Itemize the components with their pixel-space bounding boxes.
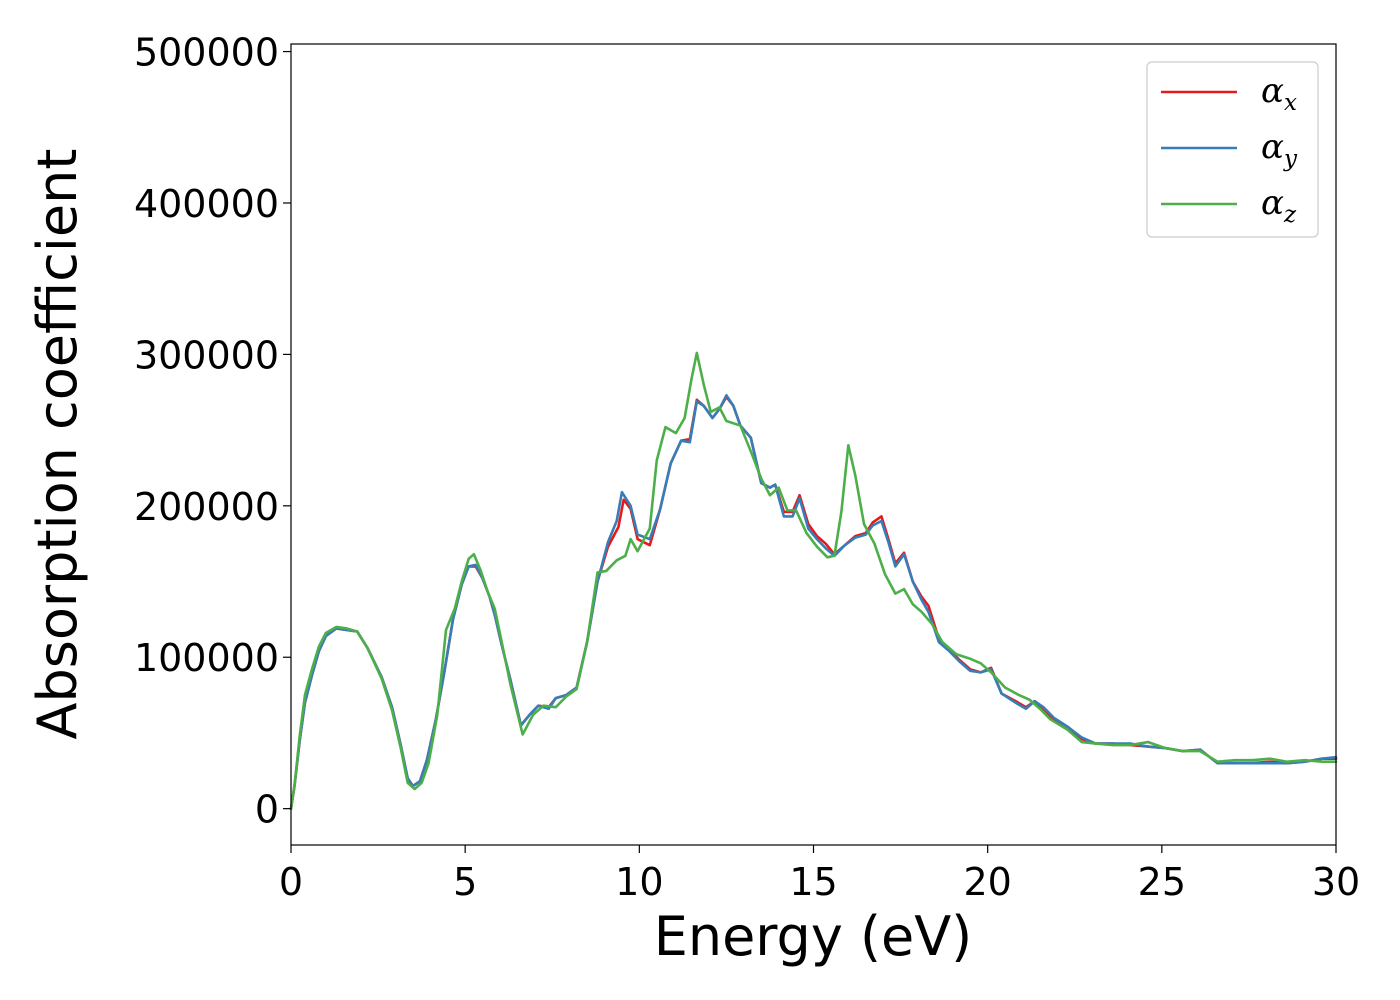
y-tick-label: 0: [255, 788, 279, 832]
y-tick-label: 100000: [134, 636, 279, 680]
x-tick-label: 20: [963, 860, 1011, 904]
legend-label-x: αx: [1261, 71, 1297, 116]
y-tick-label: 400000: [134, 182, 279, 226]
x-tick-label: 5: [453, 860, 477, 904]
x-tick-label: 15: [789, 860, 837, 904]
series-line-z: [289, 351, 1338, 810]
x-tick-label: 30: [1312, 860, 1360, 904]
legend-label-z: αz: [1261, 183, 1297, 228]
series-line-x: [289, 395, 1338, 810]
legend-box: [1146, 61, 1319, 238]
x-tick-label: 10: [615, 860, 663, 904]
x-tick-label: 25: [1138, 860, 1186, 904]
y-tick-label: 500000: [134, 31, 279, 75]
x-tick-label: 0: [279, 860, 303, 904]
y-tick-label: 300000: [134, 333, 279, 377]
y-tick-label: 200000: [134, 485, 279, 529]
series-layer: [289, 351, 1338, 810]
series-line-y: [289, 393, 1338, 810]
y-axis-label: Absorption coefficient: [26, 149, 89, 740]
x-axis-label: Energy (eV): [654, 905, 973, 968]
tick-layer: 0 5 10 15 20 25 30 0 100000 200000 300000 400000 500…: [134, 31, 1360, 904]
legend: αx αy αz: [1146, 61, 1319, 238]
legend-label-y: αy: [1261, 127, 1298, 172]
